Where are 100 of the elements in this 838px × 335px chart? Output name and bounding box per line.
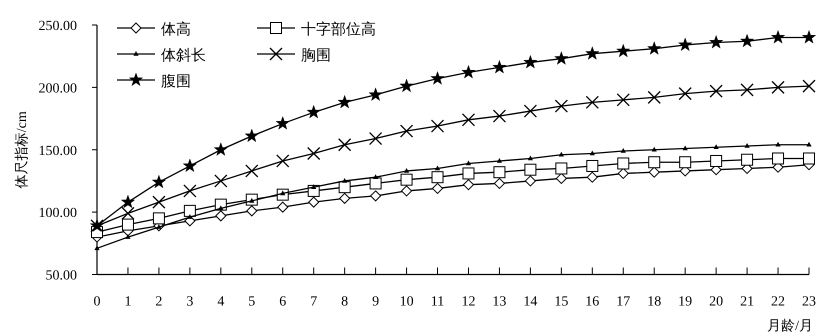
xtick: 1	[124, 294, 132, 310]
point	[373, 174, 378, 179]
point	[307, 146, 320, 160]
point	[462, 65, 476, 78]
xtick: 11	[430, 294, 444, 310]
point	[214, 142, 228, 156]
xtick: 0	[94, 294, 100, 310]
point	[682, 146, 688, 150]
point	[434, 165, 440, 170]
point	[714, 144, 719, 150]
point	[121, 194, 135, 208]
point	[585, 46, 600, 60]
point	[276, 116, 290, 130]
point	[528, 155, 533, 160]
xtick: 6	[279, 294, 286, 310]
xtick: 10	[400, 294, 414, 310]
point	[493, 166, 506, 178]
point	[187, 214, 192, 219]
point	[524, 104, 538, 118]
point	[183, 158, 197, 172]
xtick: 8	[341, 294, 348, 310]
point	[152, 174, 166, 188]
ytick: 200.00	[38, 81, 77, 96]
point	[616, 44, 630, 58]
point	[710, 154, 722, 167]
point	[214, 174, 228, 188]
point	[590, 150, 595, 156]
point	[125, 234, 131, 239]
xtick: 5	[248, 294, 256, 310]
ytick: 100.00	[38, 206, 77, 222]
point	[740, 34, 754, 48]
point	[308, 196, 320, 208]
point	[652, 146, 657, 152]
xtick: 13	[492, 294, 506, 310]
xtick: 14	[523, 294, 538, 310]
xtick: 23	[802, 294, 816, 310]
xtick: 9	[372, 294, 380, 310]
point	[462, 179, 474, 190]
point	[432, 171, 444, 184]
point	[466, 160, 472, 166]
point	[494, 178, 505, 189]
point	[616, 93, 630, 106]
point	[215, 210, 226, 222]
point	[400, 78, 414, 92]
point	[404, 168, 410, 173]
point	[184, 204, 196, 217]
point	[647, 42, 662, 55]
point	[555, 162, 568, 174]
legend-label: 体高	[161, 22, 191, 38]
xtick: 12	[461, 294, 476, 310]
ytick: 50.00	[46, 268, 77, 284]
point	[246, 205, 258, 216]
point	[558, 152, 564, 157]
point	[648, 166, 660, 178]
point	[122, 218, 134, 231]
point	[152, 195, 166, 209]
point	[462, 167, 474, 180]
point	[618, 168, 629, 179]
point	[432, 182, 444, 194]
point	[218, 205, 224, 210]
xtick: 7	[310, 294, 318, 310]
point	[709, 35, 723, 48]
point	[244, 128, 259, 142]
xtick: 17	[616, 294, 630, 310]
point	[370, 190, 382, 202]
xtick: 4	[217, 294, 224, 310]
xtick: 19	[678, 294, 692, 310]
point	[368, 132, 382, 146]
point	[648, 156, 660, 168]
point	[400, 174, 413, 186]
point	[648, 90, 661, 104]
point	[524, 164, 536, 176]
point	[740, 83, 754, 97]
xtick: 20	[709, 294, 724, 310]
xtick: 16	[585, 294, 600, 310]
point	[554, 99, 568, 113]
legend-label: 体斜长	[161, 48, 206, 64]
point	[338, 95, 352, 108]
point	[775, 142, 781, 147]
point	[183, 184, 197, 198]
point	[679, 156, 692, 168]
point	[524, 55, 538, 68]
ylabel: 体尺指标/cm	[15, 111, 30, 188]
xtick: 15	[554, 294, 568, 310]
xtick: 18	[647, 294, 662, 310]
point	[556, 172, 567, 184]
point	[771, 80, 785, 94]
point	[586, 96, 599, 109]
point	[370, 177, 382, 190]
point	[462, 113, 476, 126]
point	[806, 142, 812, 147]
point	[586, 172, 598, 183]
point	[496, 158, 502, 163]
point	[620, 148, 626, 153]
point	[342, 178, 348, 183]
xlabel: 月龄/月	[767, 319, 813, 334]
point	[772, 152, 784, 164]
point	[524, 175, 536, 186]
point	[802, 79, 816, 93]
point	[744, 143, 750, 148]
